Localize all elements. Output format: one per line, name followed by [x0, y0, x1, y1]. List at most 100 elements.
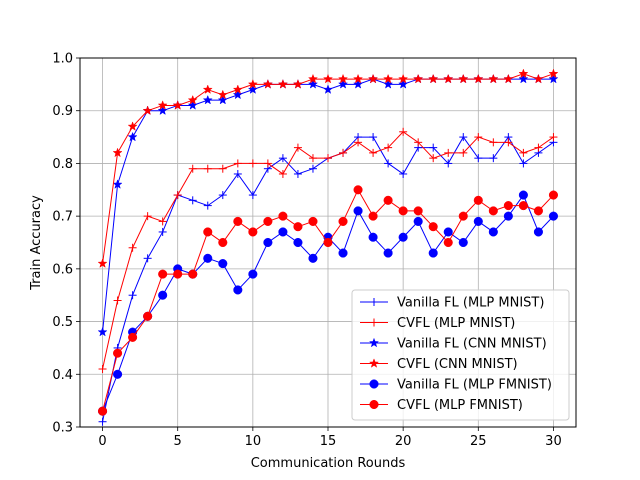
- data-point: [128, 332, 138, 342]
- legend-label: CVFL (MLP MNIST): [397, 316, 515, 331]
- legend-entry: CVFL (MLP FMNIST): [360, 398, 523, 413]
- legend-marker: [368, 358, 380, 368]
- data-point: [143, 254, 152, 263]
- legend-marker: [369, 399, 379, 410]
- data-point: [503, 211, 513, 221]
- y-tick-label: 0.7: [52, 210, 73, 225]
- data-point: [474, 133, 483, 142]
- legend-label: Vanilla FL (CNN MNIST): [397, 337, 547, 352]
- data-point: [533, 206, 543, 216]
- data-point: [322, 84, 334, 94]
- data-point: [429, 154, 438, 163]
- data-point: [337, 73, 349, 84]
- data-point: [369, 148, 378, 157]
- x-tick-label: 20: [395, 434, 412, 449]
- legend-marker: [368, 337, 380, 348]
- data-point: [428, 248, 438, 258]
- data-point: [278, 169, 287, 178]
- data-point: [233, 159, 242, 168]
- data-point: [157, 105, 168, 116]
- data-point: [203, 253, 213, 263]
- data-point: [414, 138, 423, 147]
- data-point: [307, 73, 319, 84]
- data-point: [444, 159, 453, 168]
- data-point: [97, 406, 108, 416]
- data-point: [503, 73, 514, 84]
- legend-label: Vanilla FL (MLP FMNIST): [397, 378, 552, 393]
- data-point: [549, 133, 558, 142]
- data-point: [473, 195, 483, 205]
- data-point: [98, 417, 107, 426]
- data-point: [112, 147, 123, 158]
- series-3: [97, 68, 559, 268]
- data-point: [308, 216, 318, 226]
- series-group: [97, 68, 559, 426]
- data-point: [474, 154, 483, 163]
- data-point: [113, 369, 123, 379]
- data-point: [413, 216, 423, 226]
- data-point: [428, 222, 438, 232]
- data-point: [97, 258, 108, 268]
- data-point: [459, 148, 468, 157]
- data-point: [413, 206, 423, 216]
- data-point: [354, 138, 363, 147]
- data-point: [97, 326, 108, 337]
- data-point: [188, 164, 197, 173]
- data-point: [533, 73, 544, 84]
- data-point: [353, 185, 363, 195]
- data-point: [293, 222, 303, 232]
- data-point: [518, 201, 528, 211]
- data-point: [398, 206, 408, 216]
- data-point: [489, 154, 498, 163]
- y-tick-label: 0.4: [52, 368, 73, 383]
- data-point: [232, 89, 243, 100]
- data-point: [247, 84, 258, 94]
- data-point: [263, 159, 272, 168]
- data-point: [307, 79, 319, 89]
- data-point: [398, 79, 409, 89]
- data-point: [248, 227, 258, 237]
- legend-label: CVFL (MLP FMNIST): [397, 398, 523, 413]
- data-point: [488, 206, 498, 216]
- data-point: [218, 191, 227, 200]
- data-point: [233, 285, 243, 295]
- data-point: [518, 68, 529, 79]
- data-point: [398, 232, 408, 242]
- data-point: [247, 79, 258, 89]
- data-point: [337, 79, 349, 89]
- data-point: [548, 68, 559, 79]
- data-point: [428, 73, 439, 84]
- x-tick-label: 5: [174, 434, 182, 449]
- data-point: [548, 73, 559, 84]
- data-point: [233, 169, 242, 178]
- data-point: [368, 211, 378, 221]
- data-point: [308, 164, 317, 173]
- data-point: [504, 138, 513, 147]
- data-point: [399, 169, 408, 178]
- data-point: [323, 237, 333, 248]
- data-point: [218, 259, 228, 269]
- data-point: [128, 291, 137, 300]
- data-point: [98, 365, 107, 374]
- data-point: [172, 100, 183, 110]
- y-tick-label: 0.5: [52, 315, 73, 330]
- data-point: [248, 159, 257, 168]
- data-point: [534, 143, 543, 152]
- data-point: [127, 131, 138, 142]
- data-point: [548, 190, 559, 200]
- data-point: [519, 159, 528, 168]
- data-point: [383, 79, 394, 89]
- y-tick-label: 0.8: [52, 157, 73, 172]
- data-point: [158, 269, 168, 279]
- data-point: [218, 237, 228, 248]
- data-point: [444, 148, 453, 157]
- data-point: [263, 216, 273, 226]
- data-point: [533, 227, 543, 237]
- data-point: [458, 211, 468, 221]
- data-point: [143, 212, 152, 221]
- data-point: [293, 143, 302, 152]
- data-point: [398, 73, 409, 84]
- data-point: [308, 154, 317, 163]
- data-point: [353, 206, 363, 216]
